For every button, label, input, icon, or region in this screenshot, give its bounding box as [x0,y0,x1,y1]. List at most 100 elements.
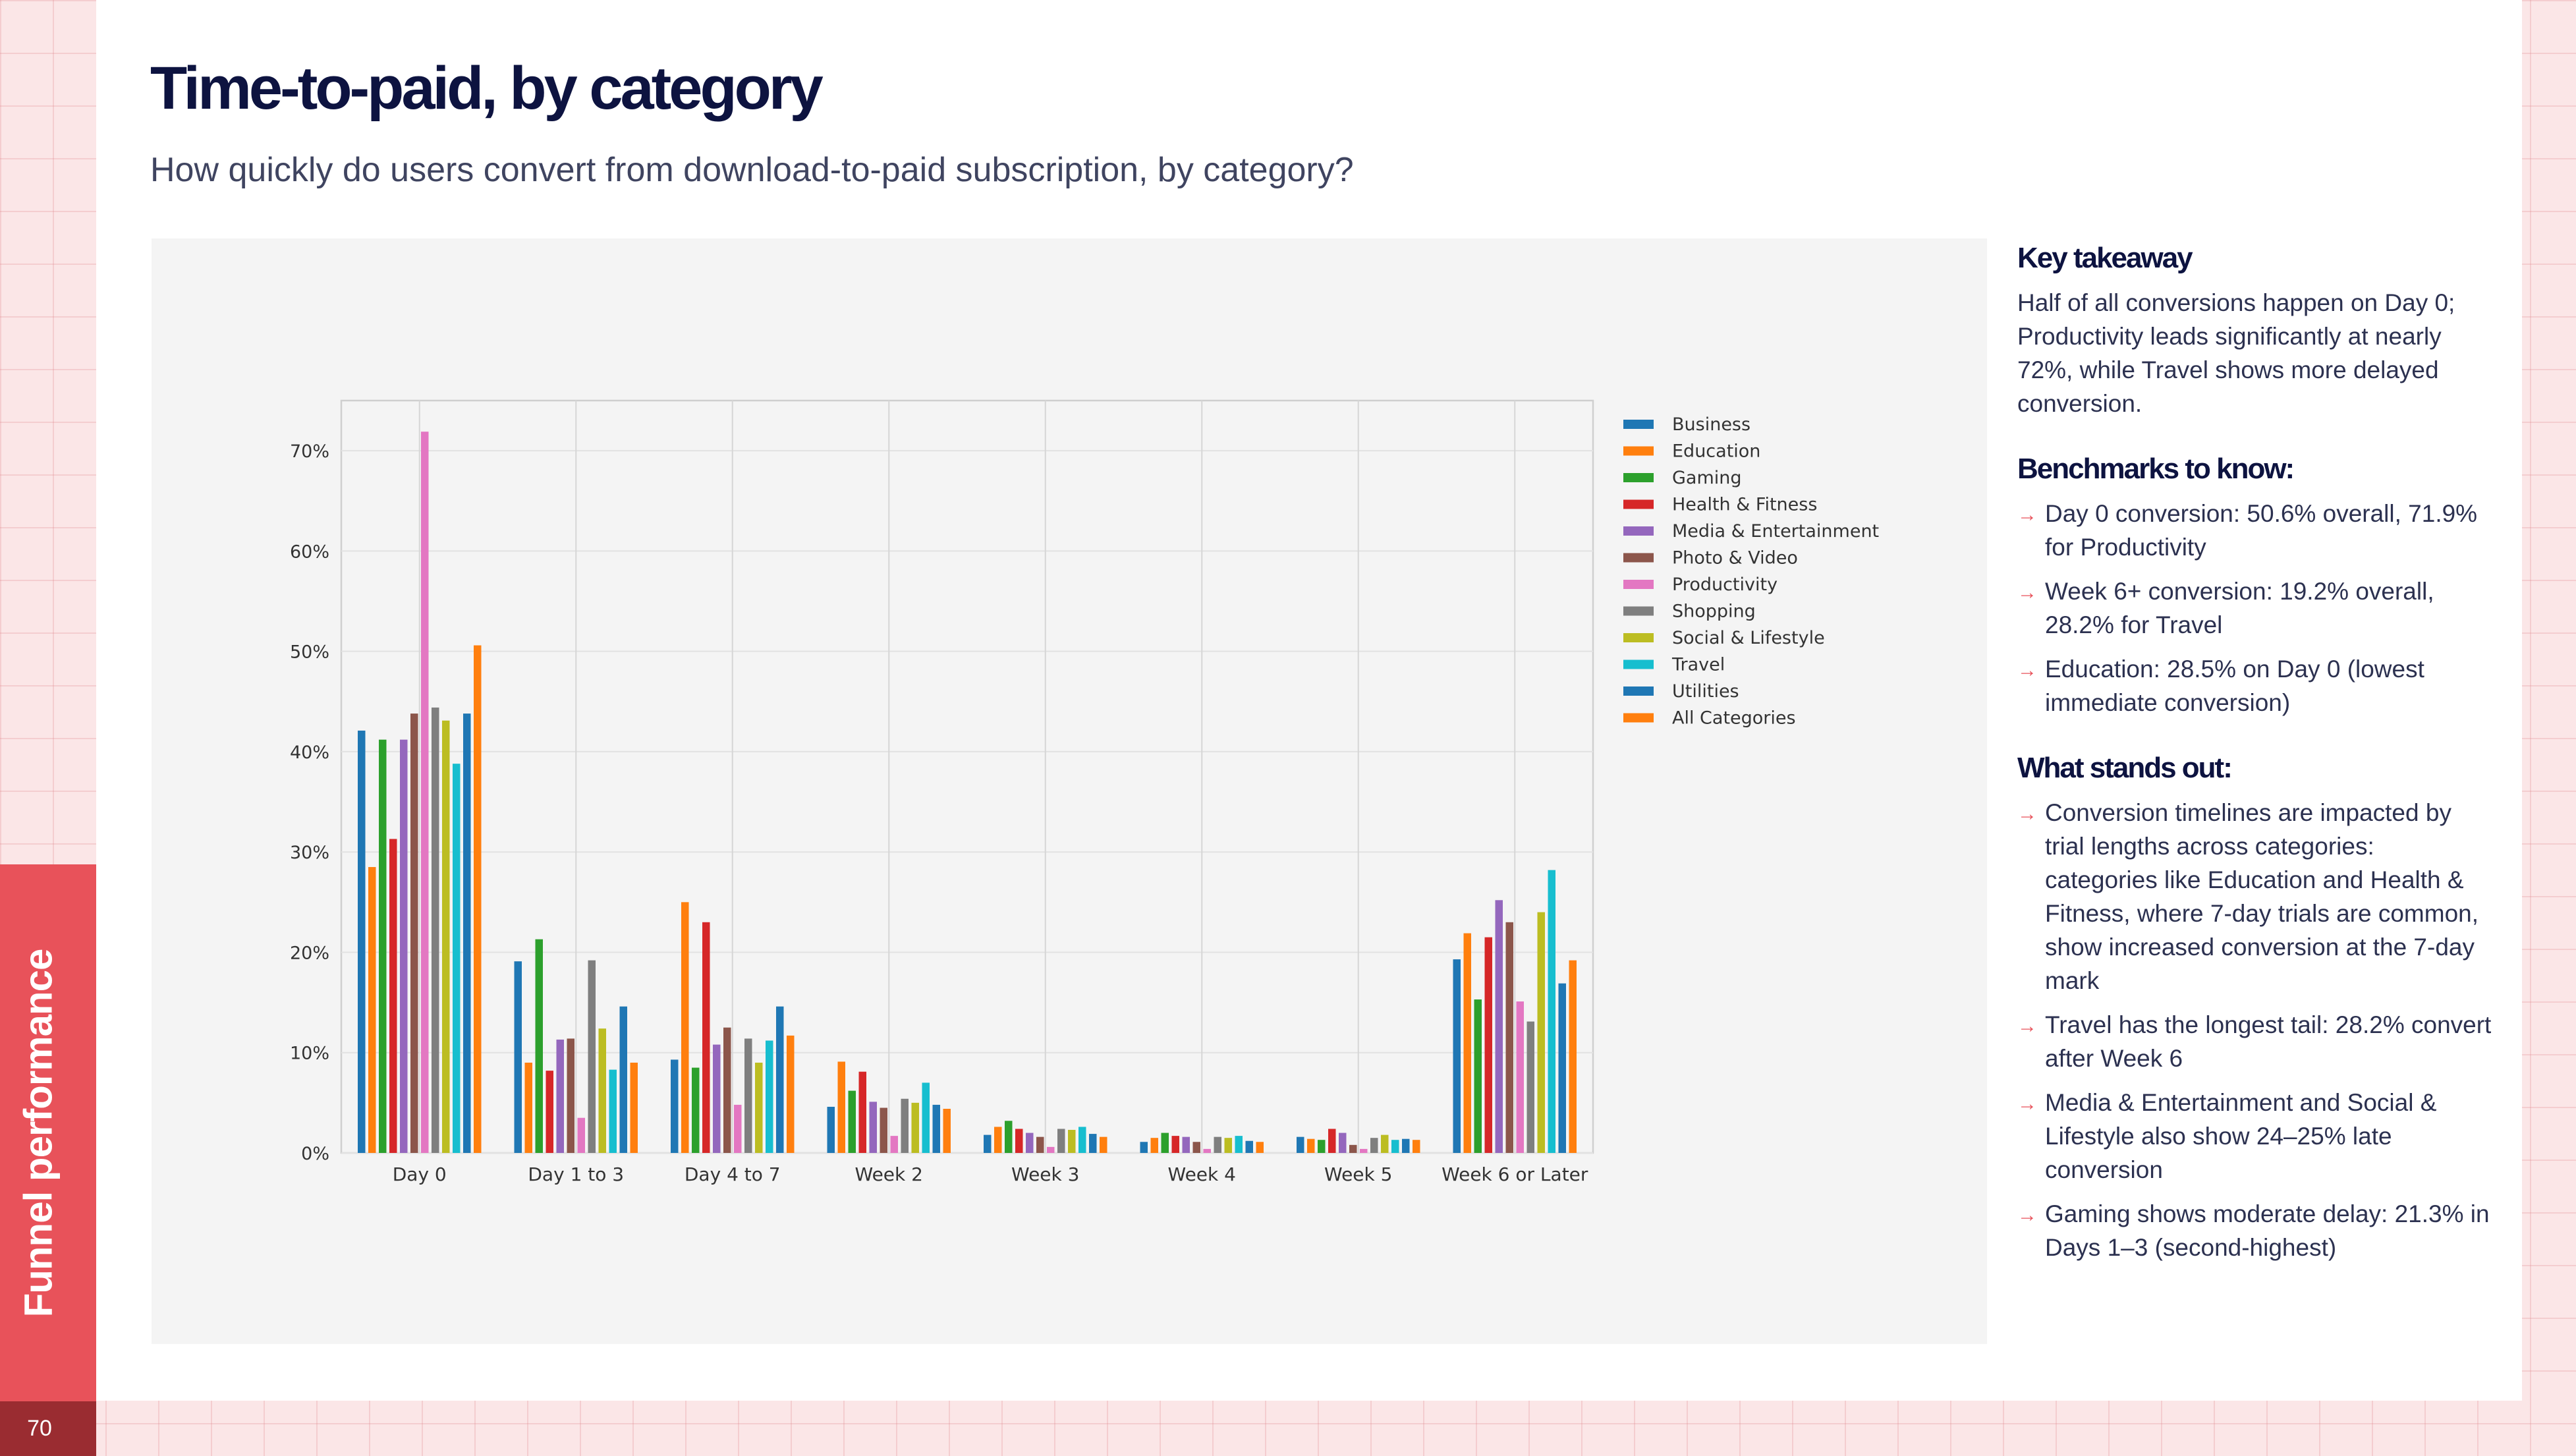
bar [1391,1140,1399,1153]
y-tick-label: 10% [290,1044,329,1064]
bar [880,1107,887,1153]
bar [1203,1148,1211,1153]
bar [619,1006,627,1153]
bar [567,1038,574,1153]
arrow-right-icon: → [2017,582,2037,603]
arrow-right-icon: → [2017,1093,2037,1115]
legend-swatch [1623,526,1654,536]
bar [474,645,482,1153]
bar [1068,1129,1076,1153]
bar [1402,1138,1410,1153]
time-to-paid-chart: 0% 10% 20% 30% 40% 50% 60% 70% Day 0 Day 1 to 3 Da… [290,399,1879,1185]
bar [858,1071,866,1153]
legend-swatch [1623,633,1654,642]
bar [869,1102,877,1153]
y-tick-label: 40% [290,742,329,763]
bar [922,1082,930,1153]
bar [984,1134,992,1153]
bar [1516,1001,1524,1153]
bar [1182,1136,1190,1153]
bar [432,707,439,1153]
y-tick-label: 50% [290,642,329,663]
bar [442,720,450,1153]
bar [994,1127,1002,1153]
bar [1307,1138,1315,1153]
legend-label: Productivity [1672,574,1778,595]
bar [588,960,596,1153]
chart-panel: 0% 10% 20% 30% 40% 50% 60% 70% Day 0 Day 1 to 3 Da… [152,238,1987,1344]
bar [1413,1140,1420,1153]
bar [755,1062,763,1153]
bar [932,1104,940,1153]
list-item: → Day 0 conversion: 50.6% overall, 71.9% … [2017,497,2492,564]
legend-label: Shopping [1672,602,1756,622]
bar [1100,1136,1107,1153]
list-item-text: Travel has the longest tail: 28.2% conve… [2045,1011,2492,1072]
page-title: Time-to-paid, by category [150,55,824,122]
bar [379,739,387,1153]
bar [1005,1121,1013,1153]
bar [1526,1021,1534,1153]
legend-swatch [1623,686,1654,696]
bar [1484,937,1492,1153]
bar [1150,1138,1158,1153]
legend-swatch [1623,499,1654,509]
x-tick-label: Week 3 [1011,1163,1079,1185]
bar [744,1038,752,1153]
stands-out-heading: What stands out: [2017,752,2233,784]
bar [1171,1136,1179,1153]
legend-swatch [1623,659,1654,669]
arrow-right-icon: → [2017,659,2037,681]
legend-swatch [1623,446,1654,456]
bar [1558,983,1566,1153]
bar [1537,912,1545,1153]
bar [827,1106,835,1153]
bar [1235,1136,1243,1153]
x-tick-label: Day 1 to 3 [528,1163,624,1185]
bar [1214,1136,1221,1153]
legend-label: Media & Entertainment [1672,521,1879,542]
bar [1463,933,1471,1153]
bar [453,764,461,1153]
bar [630,1062,638,1153]
list-item: → Media & Entertainment and Social & Life… [2017,1086,2492,1187]
x-tick-label: Day 0 [393,1163,447,1185]
list-item-text: Education: 28.5% on Day 0 (lowest immedi… [2045,656,2424,716]
list-item: → Week 6+ conversion: 19.2% overall, 28.2… [2017,574,2492,642]
x-tick-label: Day 4 to 7 [685,1163,781,1185]
page-number-box [0,1401,96,1456]
list-item-text: Gaming shows moderate delay: 21.3% in Da… [2045,1200,2490,1261]
benchmarks-heading: Benchmarks to know: [2017,453,2295,485]
bar [1089,1134,1097,1153]
bar [681,902,689,1153]
y-tick-label: 0% [301,1144,329,1164]
x-tick-label: Week 5 [1324,1163,1392,1185]
bar [1026,1133,1034,1153]
bar [776,1006,784,1153]
section-label: Funnel performance [16,949,61,1318]
plot-area [340,399,1594,1154]
arrow-right-icon: → [2017,1015,2037,1037]
bar [787,1035,795,1153]
bar [598,1028,606,1153]
bar [702,922,710,1153]
list-item: → Conversion timelines are impacted by tr… [2017,796,2492,997]
y-tick-label: 20% [290,943,329,963]
bar [577,1117,585,1153]
list-item-text: Media & Entertainment and Social & Lifes… [2045,1089,2437,1183]
bar [1495,900,1503,1153]
page-number: 70 [27,1416,52,1441]
y-tick-label: 70% [290,441,329,462]
legend-swatch [1623,553,1654,563]
bar [671,1059,679,1153]
bar [890,1136,898,1153]
bar [848,1090,856,1153]
list-item-text: Week 6+ conversion: 19.2% overall, 28.2%… [2045,578,2434,638]
benchmarks-list: → Day 0 conversion: 50.6% overall, 71.9% … [2017,497,2492,719]
bar [1297,1136,1304,1153]
section-tab [0,864,96,1401]
legend-label: Business [1672,414,1750,435]
legend-label: Travel [1671,655,1725,675]
bar [1370,1138,1378,1153]
legend-label: Health & Fitness [1672,495,1817,515]
